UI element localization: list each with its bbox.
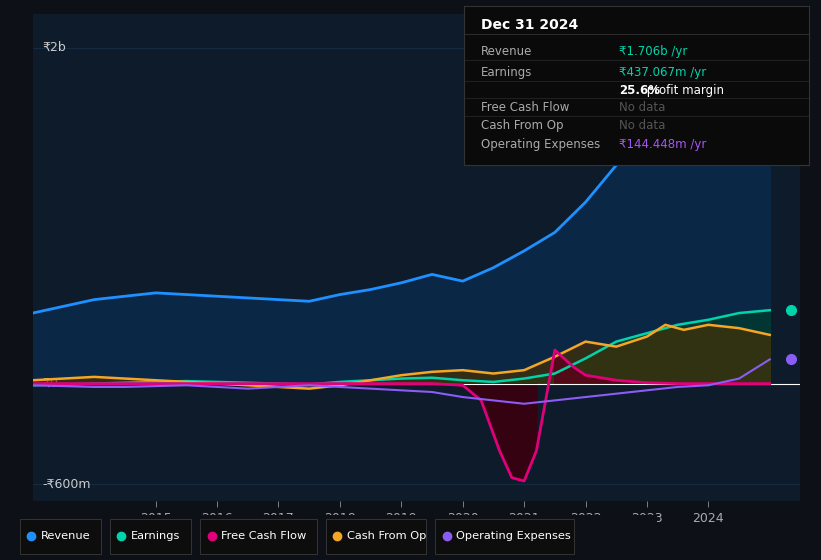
FancyBboxPatch shape [326, 519, 426, 554]
Text: Revenue: Revenue [481, 45, 533, 58]
Text: ₹144.448m /yr: ₹144.448m /yr [619, 138, 706, 151]
Text: Revenue: Revenue [41, 531, 90, 541]
Text: Earnings: Earnings [131, 531, 181, 541]
FancyBboxPatch shape [20, 519, 101, 554]
Text: Dec 31 2024: Dec 31 2024 [481, 18, 578, 32]
Text: Cash From Op: Cash From Op [346, 531, 426, 541]
Text: Free Cash Flow: Free Cash Flow [222, 531, 306, 541]
Text: ₹0: ₹0 [42, 377, 58, 390]
FancyBboxPatch shape [110, 519, 191, 554]
Text: Operating Expenses: Operating Expenses [481, 138, 600, 151]
Text: Free Cash Flow: Free Cash Flow [481, 101, 570, 114]
Text: 25.6%: 25.6% [619, 83, 660, 97]
Text: -₹600m: -₹600m [42, 478, 90, 491]
FancyBboxPatch shape [435, 519, 574, 554]
Text: ₹2b: ₹2b [42, 41, 66, 54]
Text: Operating Expenses: Operating Expenses [456, 531, 571, 541]
Text: No data: No data [619, 101, 665, 114]
FancyBboxPatch shape [200, 519, 317, 554]
Text: Earnings: Earnings [481, 66, 533, 79]
Text: ₹437.067m /yr: ₹437.067m /yr [619, 66, 706, 79]
Text: ₹1.706b /yr: ₹1.706b /yr [619, 45, 687, 58]
Text: No data: No data [619, 119, 665, 132]
Text: Cash From Op: Cash From Op [481, 119, 563, 132]
Text: profit margin: profit margin [643, 83, 724, 97]
